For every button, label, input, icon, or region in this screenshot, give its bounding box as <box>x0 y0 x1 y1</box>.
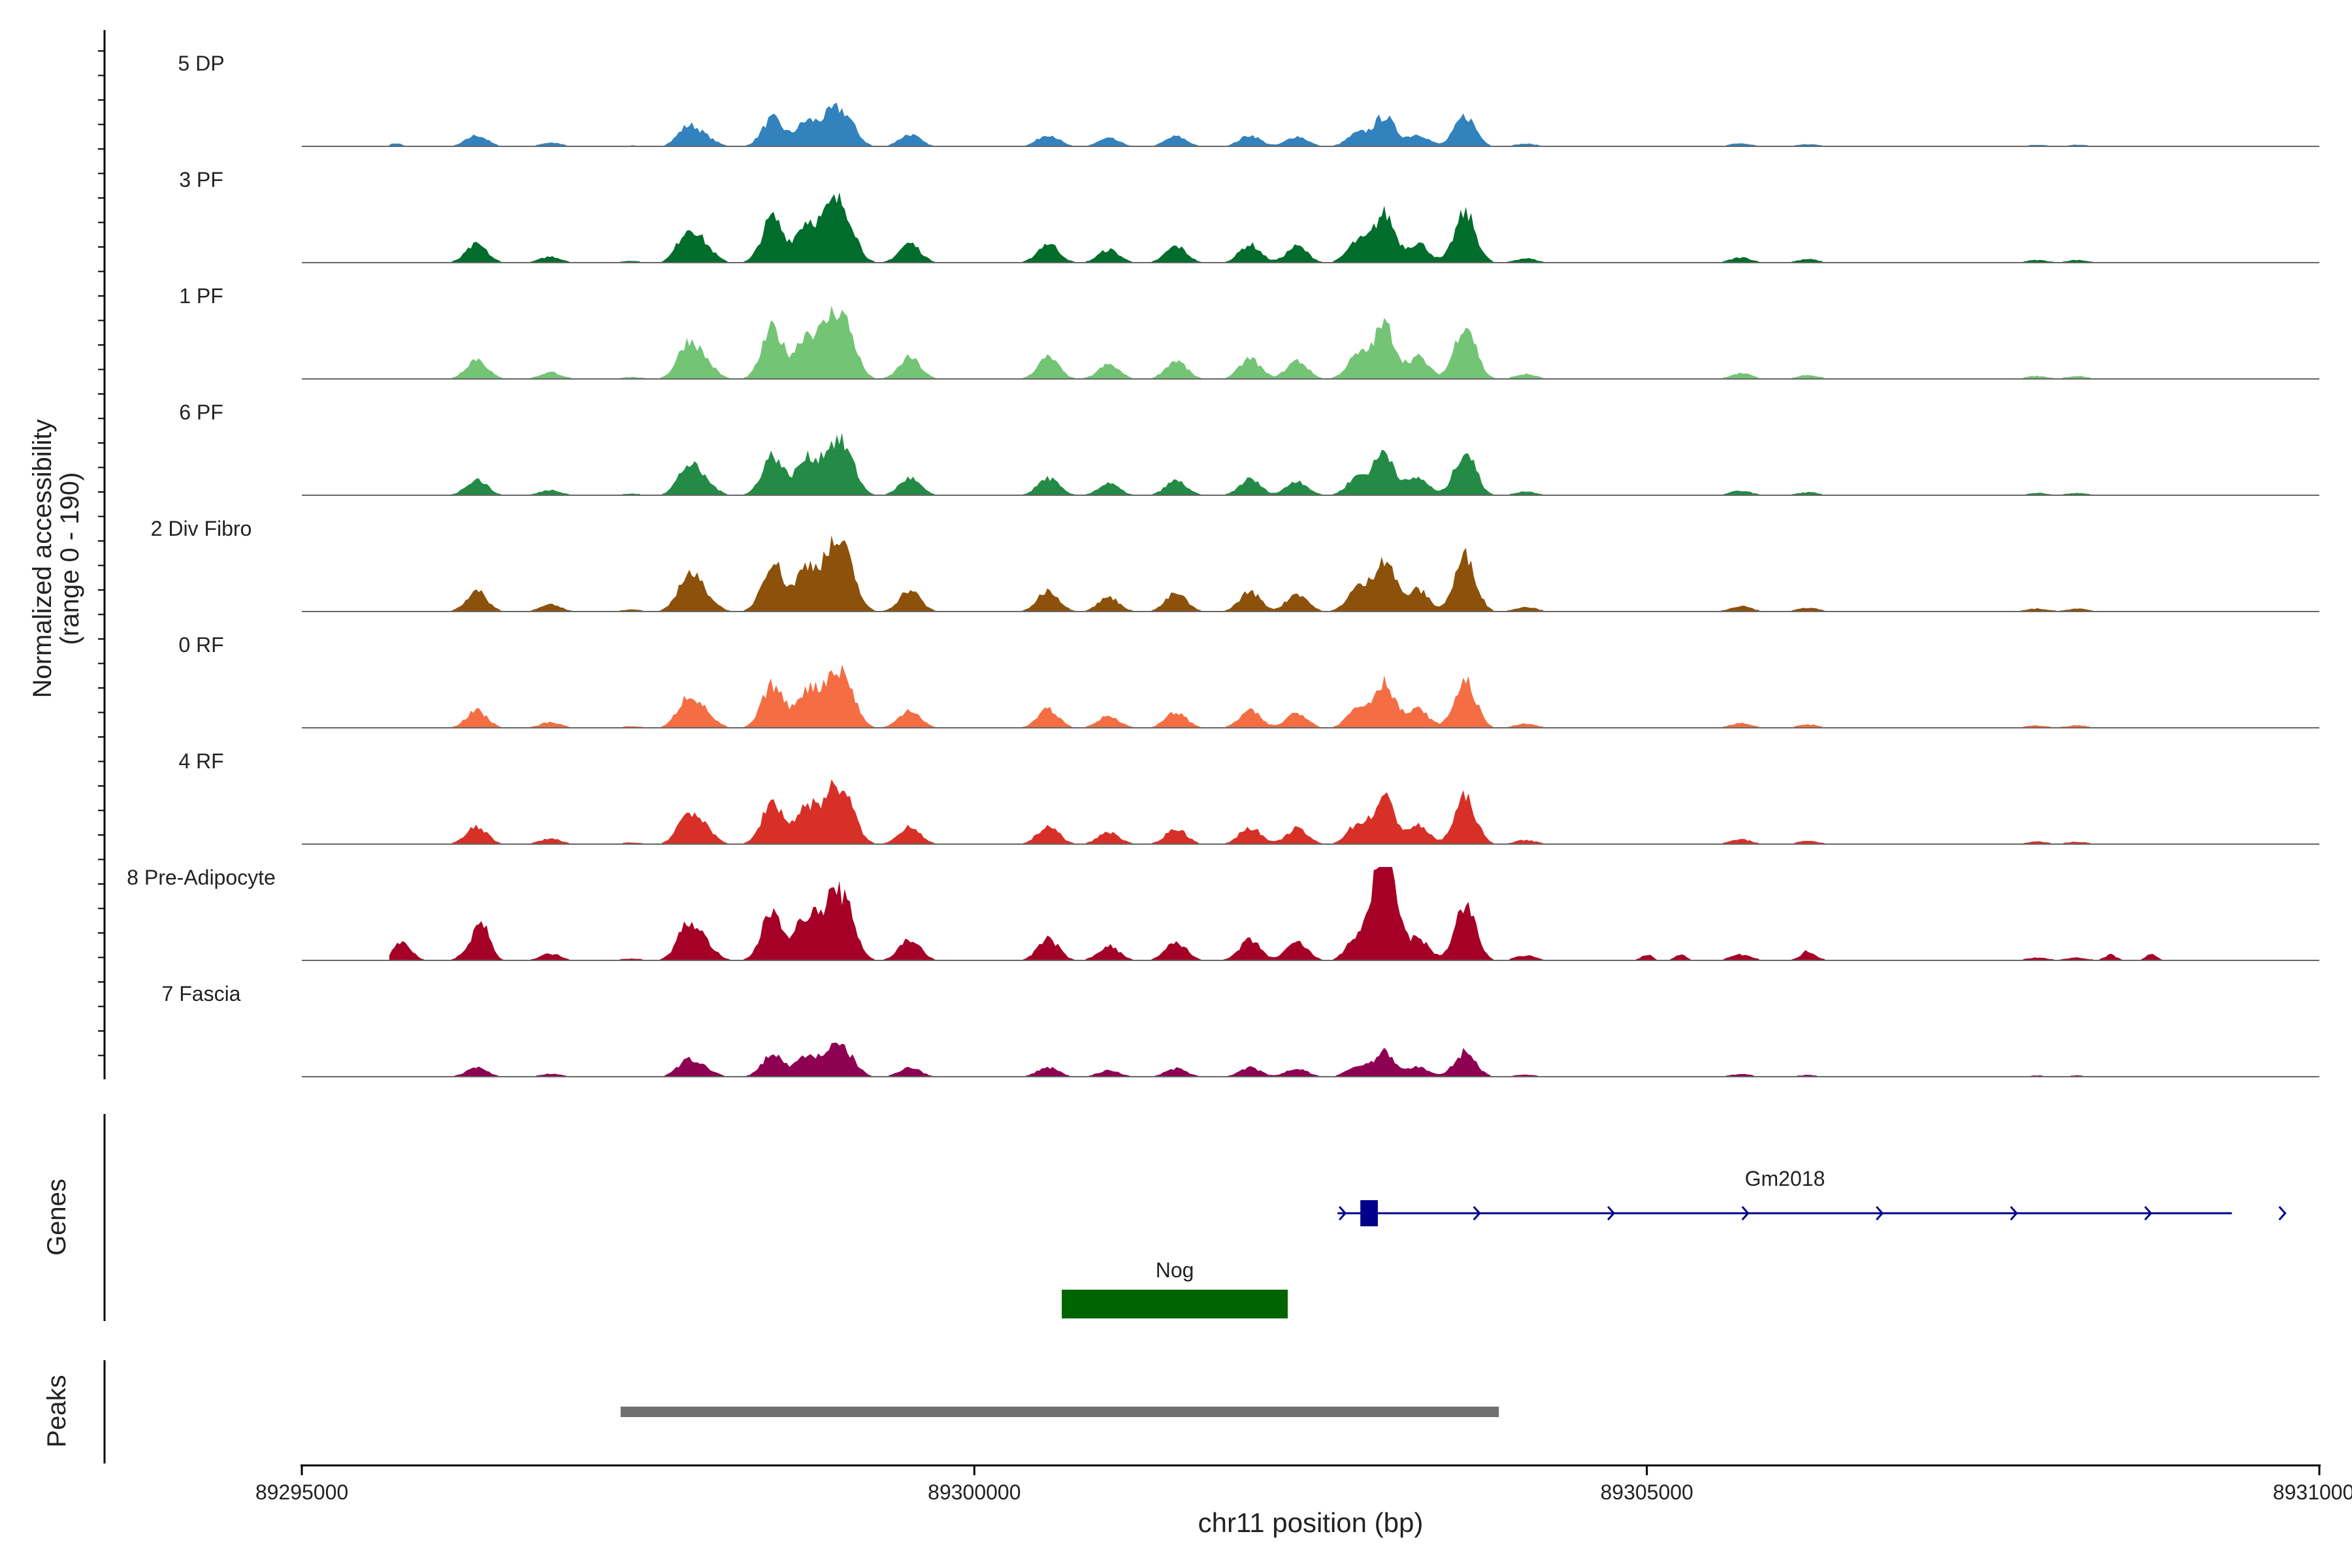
gene-strand-arrow <box>2010 1205 2018 1221</box>
gene-exon-gm2018 <box>1360 1200 1378 1226</box>
track-label-6: 4 RF <box>178 749 223 773</box>
track-label-0: 5 DP <box>178 52 224 75</box>
peaks-track-title: Peaks <box>42 1375 71 1447</box>
coverage-tracks: 5 DP 3 PF 1 PF 6 PF 2 Div Fibro 0 RF 4 RF 8 Pre… <box>127 52 2319 1077</box>
gene-label-gm2018: Gm2018 <box>1745 1167 1825 1190</box>
coverage-area-1 <box>389 192 2232 263</box>
coverage-area-6 <box>389 779 2232 844</box>
coverage-area-3 <box>389 433 2232 495</box>
coverage-area-5 <box>389 664 2232 728</box>
coverage-track-7: 8 Pre-Adipocyte <box>127 866 2319 961</box>
gene-body-nog <box>1062 1290 1288 1318</box>
peak-track <box>103 1360 1499 1463</box>
gene-label-nog: Nog <box>1156 1258 1194 1282</box>
coverage-track-6: 4 RF <box>178 749 2319 845</box>
track-label-4: 2 Div Fibro <box>151 517 252 540</box>
coverage-area-8 <box>389 1042 2232 1077</box>
track-label-3: 6 PF <box>179 400 223 424</box>
gene-strand-arrow <box>1339 1205 1347 1221</box>
x-tick-label: 89295000 <box>255 1480 348 1504</box>
x-tick-label: 89300000 <box>928 1480 1021 1504</box>
track-label-8: 7 Fascia <box>162 982 241 1005</box>
track-label-1: 3 PF <box>179 168 223 191</box>
coverage-track-4: 2 Div Fibro <box>151 517 2319 612</box>
gene-strand-arrow <box>1876 1205 1884 1221</box>
x-tick-label: 89305000 <box>1600 1480 1693 1504</box>
coverage-track-5: 0 RF <box>178 633 2319 728</box>
x-tick-label: 89310000 <box>2273 1480 2352 1504</box>
coverage-track-8: 7 Fascia <box>162 982 2319 1077</box>
peak-region-0 <box>620 1407 1499 1417</box>
coverage-track-2: 1 PF <box>179 284 2319 380</box>
y-axis <box>98 30 106 1079</box>
coverage-area-2 <box>389 305 2232 379</box>
y-axis-title-range: (range 0 - 190) <box>56 472 84 645</box>
coverage-track-3: 6 PF <box>179 400 2319 496</box>
coverage-area-7 <box>389 867 2232 960</box>
track-label-7: 8 Pre-Adipocyte <box>127 866 276 889</box>
track-label-5: 0 RF <box>178 633 223 657</box>
gene-strand-arrow <box>2278 1205 2287 1221</box>
genes-track-title: Genes <box>42 1179 71 1256</box>
coverage-track-0: 5 DP <box>178 52 2319 147</box>
coverage-area-0 <box>389 103 2232 146</box>
gene-strand-arrow <box>1607 1205 1616 1221</box>
gene-track: Gm2018 Nog <box>103 1114 2287 1321</box>
track-label-2: 1 PF <box>179 284 223 308</box>
coverage-area-4 <box>389 535 2232 612</box>
x-axis-title: chr11 position (bp) <box>1198 1507 1424 1538</box>
x-axis: 89295000 89300000 89305000 89310000 <box>255 1464 2352 1504</box>
coverage-track-1: 3 PF <box>179 168 2319 263</box>
y-axis-title: Normalized accessibility <box>28 419 57 698</box>
gene-strand-arrow <box>1473 1205 1481 1221</box>
gene-strand-arrow <box>1741 1205 1750 1221</box>
gene-strand-arrow <box>2144 1205 2153 1221</box>
